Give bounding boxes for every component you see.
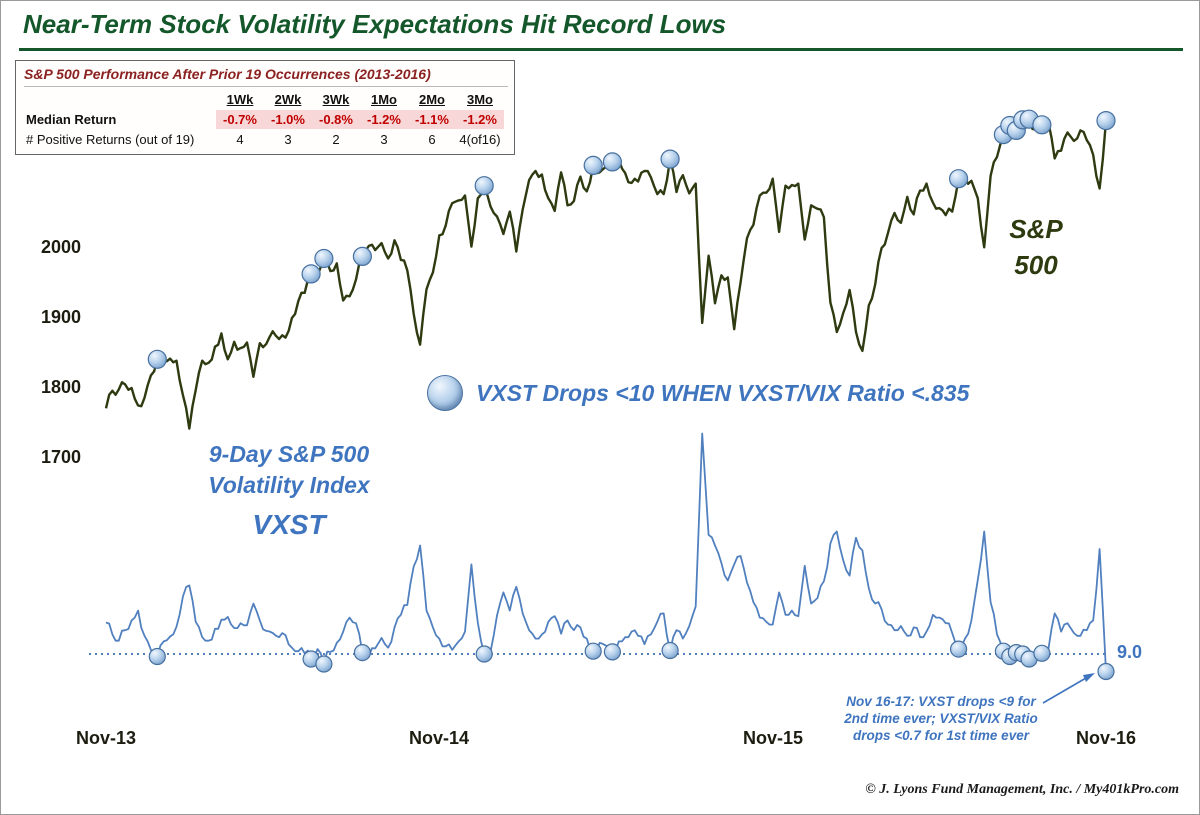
event-marker-sphere — [147, 349, 167, 369]
annotation-line3: drops <0.7 for 1st time ever — [853, 728, 1029, 743]
event-marker-sphere — [949, 640, 968, 658]
stats-value-cell: -1.1% — [408, 110, 456, 129]
stats-value-cell: 6 — [428, 132, 436, 147]
stats-value-cell: -1.2% — [360, 110, 408, 129]
vxst-line — [105, 432, 1107, 672]
x-axis-tick: Nov-13 — [75, 728, 137, 748]
event-marker-sphere — [148, 647, 166, 666]
stats-row-label-positive-returns: # Positive Returns (out of 19) — [26, 132, 195, 147]
event-marker-sphere — [1032, 115, 1052, 135]
event-marker-sphere — [602, 152, 623, 172]
sp500-label-line1: S&P — [1009, 214, 1063, 244]
event-marker-sphere — [352, 246, 372, 266]
event-marker-sphere — [660, 149, 680, 169]
stats-column-header: 3Mo — [467, 92, 493, 107]
event-marker-sphere — [584, 642, 602, 660]
reference-line-label: 9.0 — [1117, 642, 1143, 662]
sphere-marker-icon — [427, 375, 463, 411]
event-marker-sphere — [948, 169, 969, 189]
title-divider — [19, 48, 1183, 51]
event-marker-sphere — [314, 248, 334, 269]
sp500-series-label: S&P 500 — [976, 211, 1096, 283]
event-marker-sphere — [315, 655, 333, 673]
event-marker-sphere — [603, 643, 622, 661]
stats-table-title: S&P 500 Performance After Prior 19 Occur… — [24, 66, 508, 87]
y-axis-tick: 1800 — [40, 377, 81, 397]
event-marker-sphere — [353, 643, 371, 662]
stats-value-cell: 3 — [380, 132, 388, 147]
event-marker-sphere — [1096, 110, 1116, 131]
vxst-label-line3: VXST — [252, 509, 326, 540]
annotation-line1: Nov 16-17: VXST drops <9 for — [846, 694, 1036, 709]
y-axis-tick: 1700 — [40, 447, 81, 467]
stats-column-header: 1Wk — [226, 92, 254, 107]
event-marker-sphere — [583, 155, 603, 175]
x-axis-tick: Nov-14 — [408, 728, 470, 748]
x-axis-tick: Nov-16 — [1075, 728, 1137, 748]
stats-row-label-median-return: Median Return — [26, 112, 117, 127]
stats-value-cell: 2 — [332, 132, 340, 147]
stats-table-grid: 1Wk 2Wk 3Wk 1Mo 2Mo 3Mo Median Return -0… — [24, 92, 508, 147]
annotation-arrowhead — [1083, 673, 1095, 682]
stats-column-header: 1Mo — [371, 92, 397, 107]
stats-value-cell: 3 — [284, 132, 292, 147]
copyright-footer: © J. Lyons Fund Management, Inc. / My401… — [865, 782, 1179, 797]
event-marker-sphere — [1097, 662, 1115, 681]
event-marker-sphere — [474, 176, 494, 196]
x-axis-tick: Nov-15 — [742, 728, 804, 748]
stats-column-header: 3Wk — [322, 92, 350, 107]
y-axis-tick: 2000 — [40, 237, 81, 257]
vxst-label-line2: Volatility Index — [208, 472, 370, 498]
marker-legend: VXST Drops <10 WHEN VXST/VIX Ratio <.835 — [427, 375, 969, 411]
event-marker-sphere — [301, 264, 321, 284]
annotation-note: Nov 16-17: VXST drops <9 for 2nd time ev… — [807, 693, 1075, 744]
vxst-series-label: 9-Day S&P 500 Volatility Index VXST — [159, 439, 419, 540]
stats-value-cell: -0.7% — [216, 110, 264, 129]
event-marker-sphere — [475, 645, 493, 663]
stats-table: S&P 500 Performance After Prior 19 Occur… — [15, 60, 515, 155]
stats-column-header: 2Mo — [419, 92, 445, 107]
stats-value-cell: 4(of16) — [459, 132, 501, 147]
sp500-label-line2: 500 — [1014, 250, 1058, 280]
stats-value-cell: -1.0% — [264, 110, 312, 129]
vxst-label-line1: 9-Day S&P 500 — [208, 441, 370, 467]
stats-value-cell: 4 — [236, 132, 244, 147]
y-axis-tick: 1900 — [40, 307, 81, 327]
marker-legend-label: VXST Drops <10 WHEN VXST/VIX Ratio <.835 — [476, 379, 970, 406]
event-marker-sphere — [661, 641, 679, 660]
stats-column-header: 2Wk — [274, 92, 302, 107]
stats-value-cell: -1.2% — [456, 110, 504, 129]
annotation-arrow — [1042, 677, 1087, 704]
event-marker-sphere — [1033, 644, 1051, 662]
page-title: Near-Term Stock Volatility Expectations … — [23, 9, 727, 39]
stats-value-cell: -0.8% — [312, 110, 360, 129]
annotation-line2: 2nd time ever; VXST/VIX Ratio — [844, 711, 1038, 726]
